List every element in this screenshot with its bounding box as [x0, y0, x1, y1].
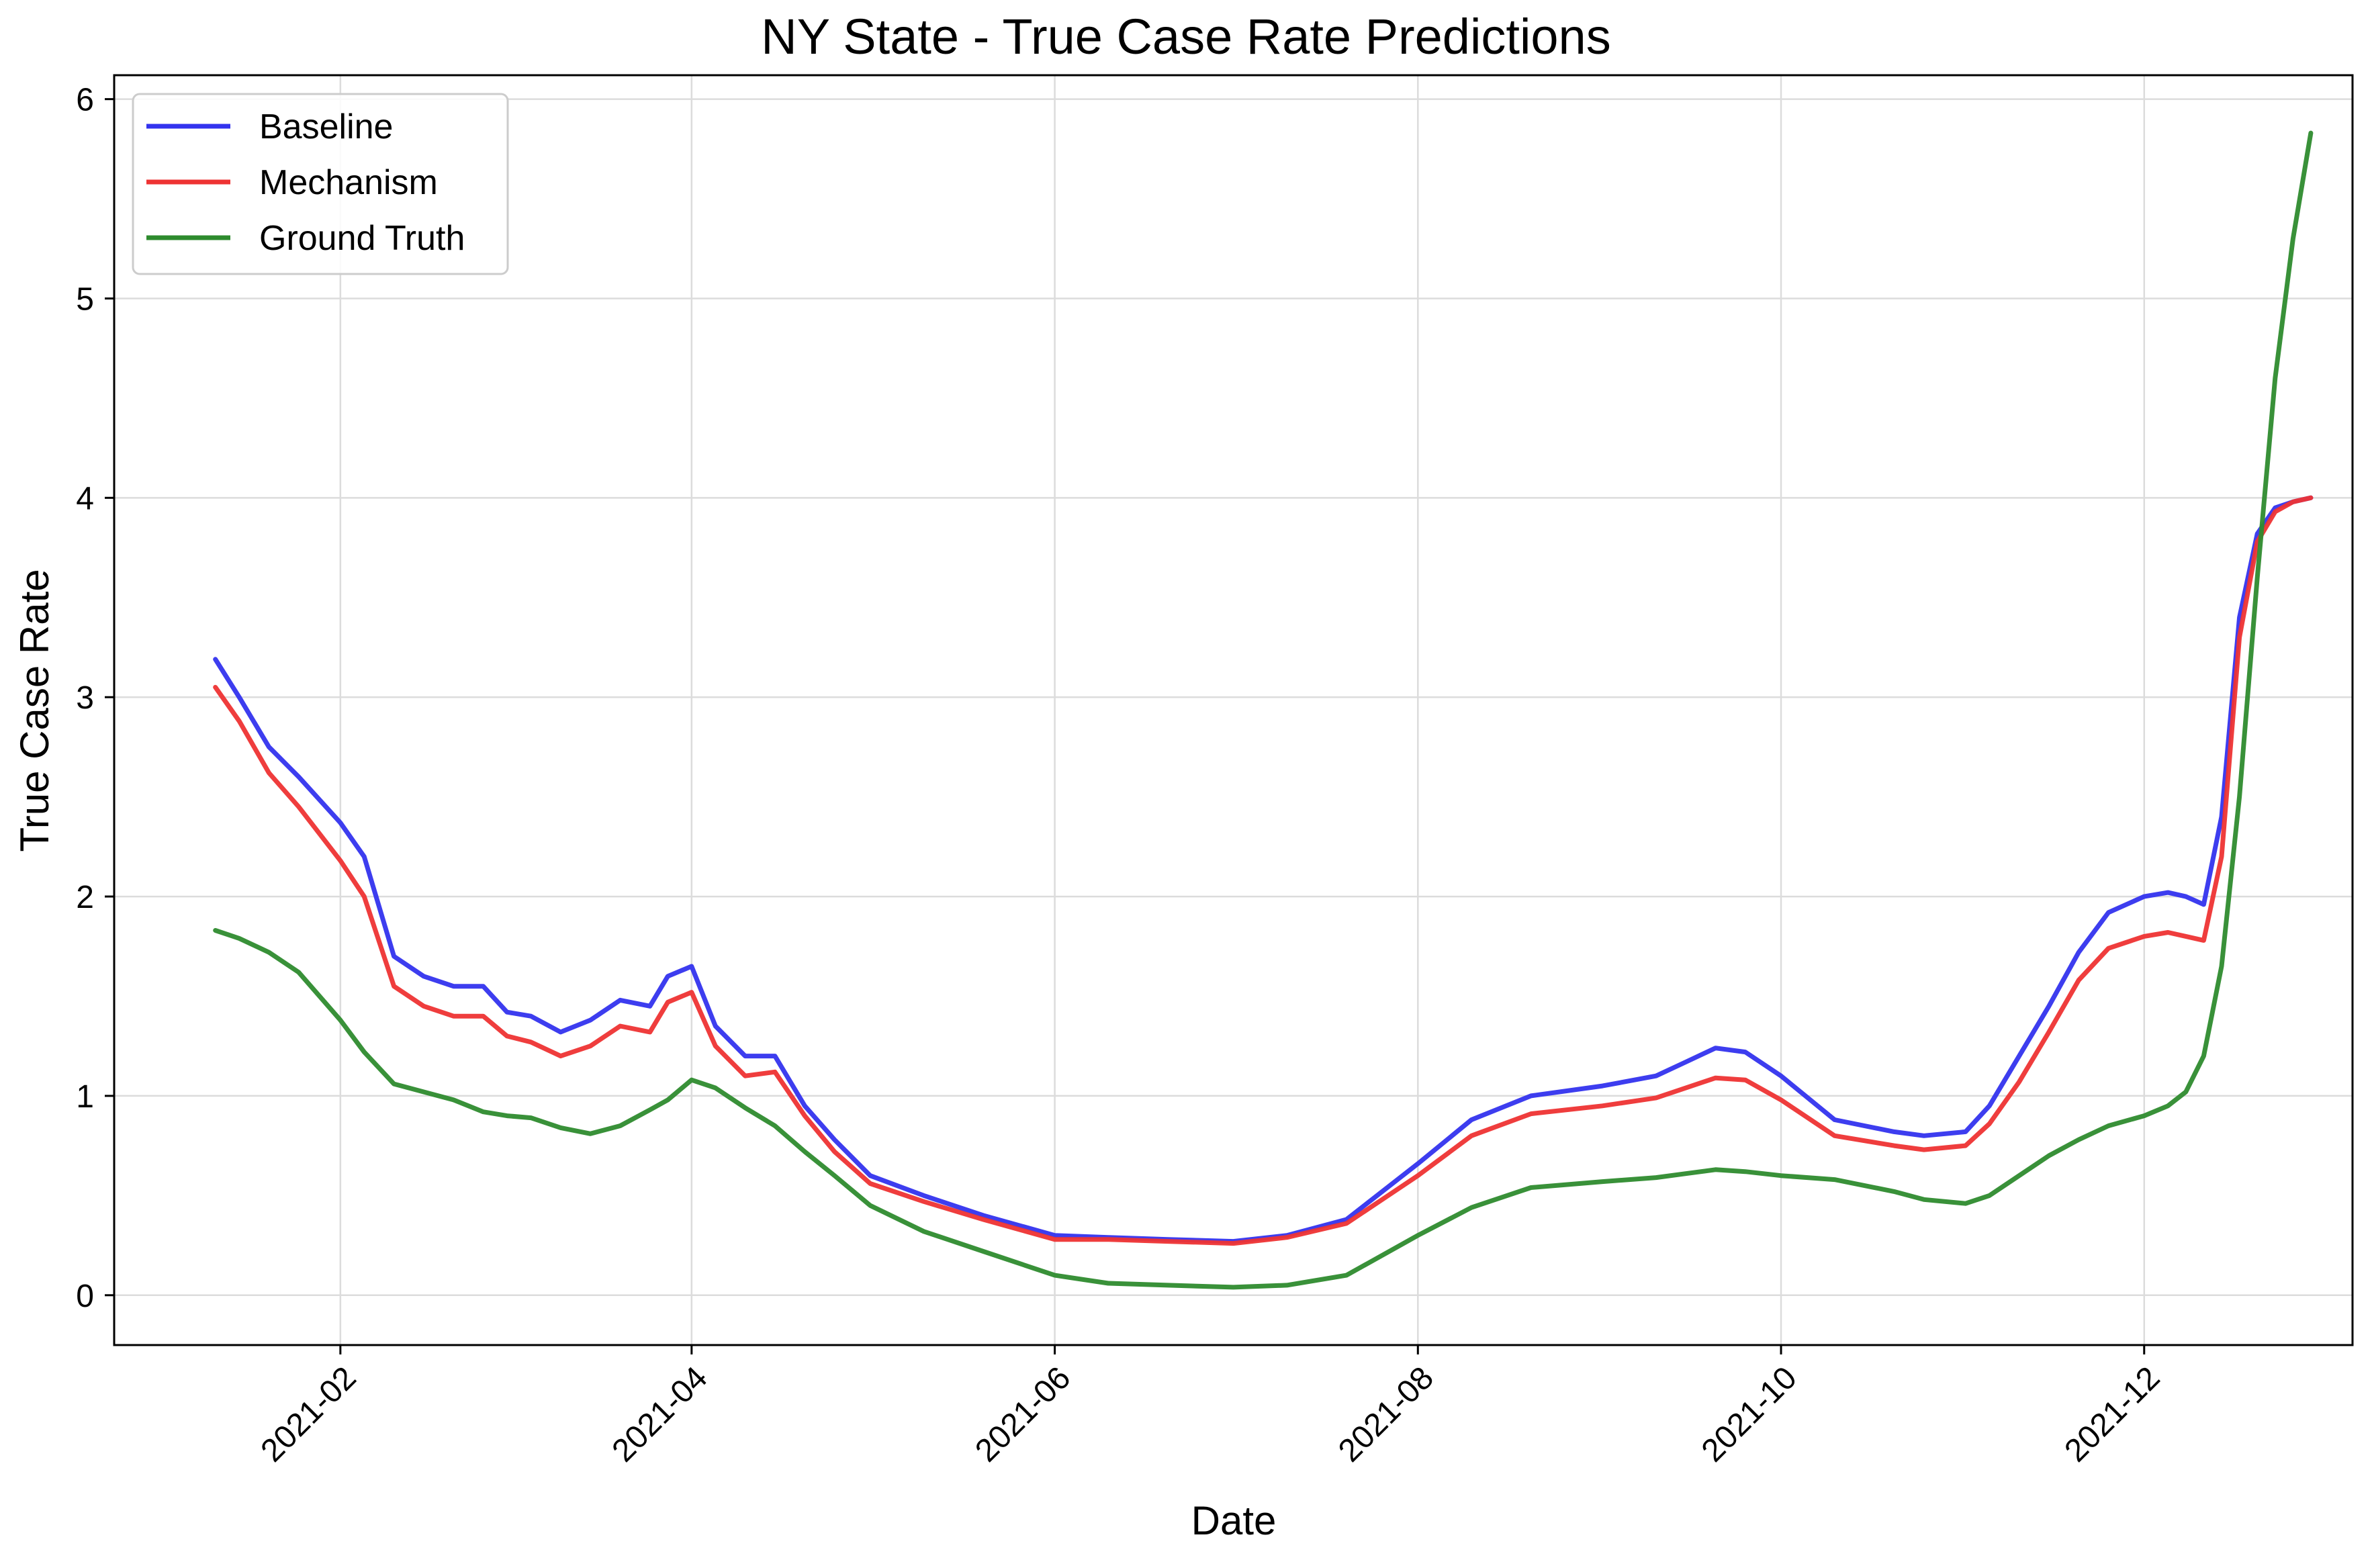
legend: Baseline Mechanism Ground Truth: [132, 93, 509, 275]
x-axis-label: Date: [1191, 1498, 1277, 1543]
legend-label-mechanism: Mechanism: [259, 163, 438, 202]
mechanism-series-line: [213, 495, 2314, 1246]
series-layer: [213, 130, 2314, 1290]
y-tick-label: 2: [76, 880, 94, 915]
y-tick-label: 0: [76, 1279, 94, 1314]
ground-truth-series-line: [213, 130, 2314, 1290]
y-axis-label: True Case Rate: [12, 569, 57, 851]
legend-entries: Baseline Mechanism Ground Truth: [146, 107, 465, 258]
y-tick-label: 3: [76, 680, 94, 716]
y-tick-label: 5: [76, 281, 94, 317]
legend-label-ground-truth: Ground Truth: [259, 219, 465, 258]
y-tick-label: 6: [76, 83, 94, 118]
legend-box: [132, 93, 509, 275]
chart-title: NY State - True Case Rate Predictions: [761, 9, 1610, 64]
y-tick-label: 4: [76, 481, 94, 516]
y-tick-label: 1: [76, 1079, 94, 1115]
legend-label-baseline: Baseline: [259, 107, 393, 146]
plot-frame: [113, 74, 2354, 1346]
grid-layer: [114, 75, 2353, 1345]
